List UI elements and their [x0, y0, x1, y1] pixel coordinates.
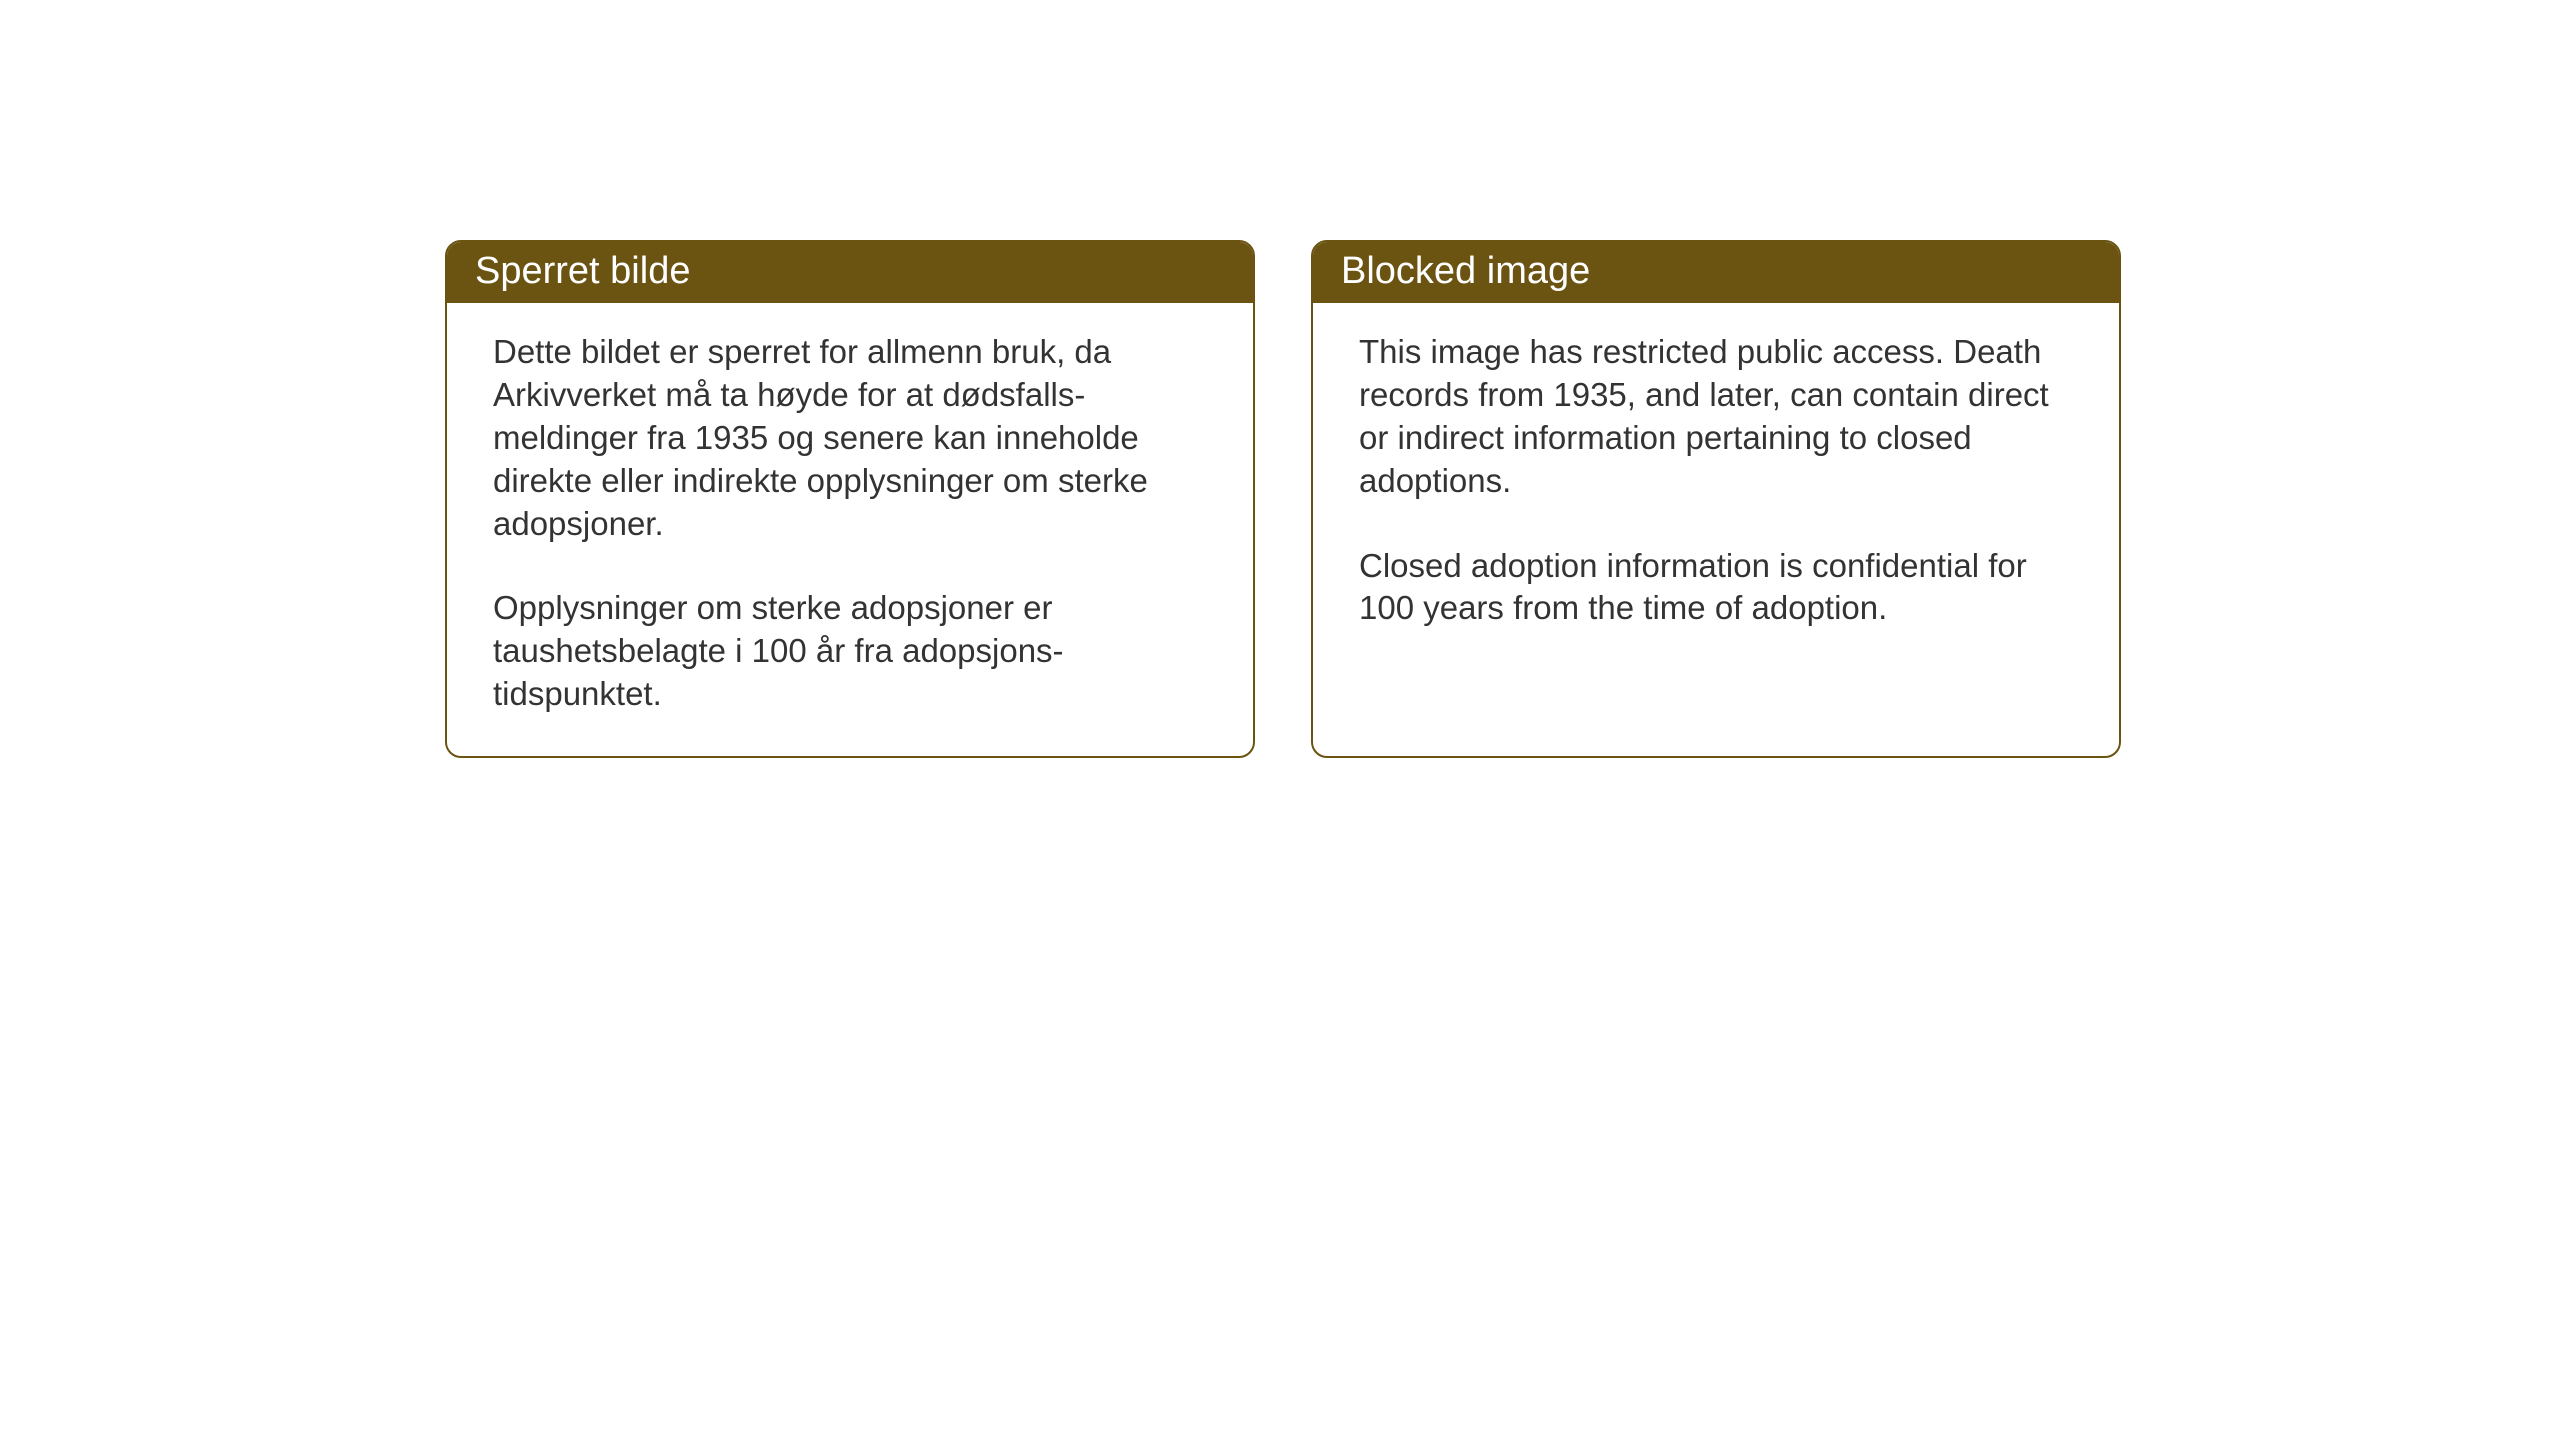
notice-header-norwegian: Sperret bilde [447, 242, 1253, 303]
notice-body-english: This image has restricted public access.… [1313, 303, 2119, 738]
notice-paragraph-2-english: Closed adoption information is confident… [1359, 545, 2075, 631]
notice-paragraph-1-english: This image has restricted public access.… [1359, 331, 2075, 503]
notice-header-english: Blocked image [1313, 242, 2119, 303]
notice-paragraph-1-norwegian: Dette bildet er sperret for allmenn bruk… [493, 331, 1209, 545]
notice-paragraph-2-norwegian: Opplysninger om sterke adopsjoner er tau… [493, 587, 1209, 716]
notice-container: Sperret bilde Dette bildet er sperret fo… [445, 240, 2121, 758]
notice-body-norwegian: Dette bildet er sperret for allmenn bruk… [447, 303, 1253, 756]
notice-card-norwegian: Sperret bilde Dette bildet er sperret fo… [445, 240, 1255, 758]
notice-card-english: Blocked image This image has restricted … [1311, 240, 2121, 758]
